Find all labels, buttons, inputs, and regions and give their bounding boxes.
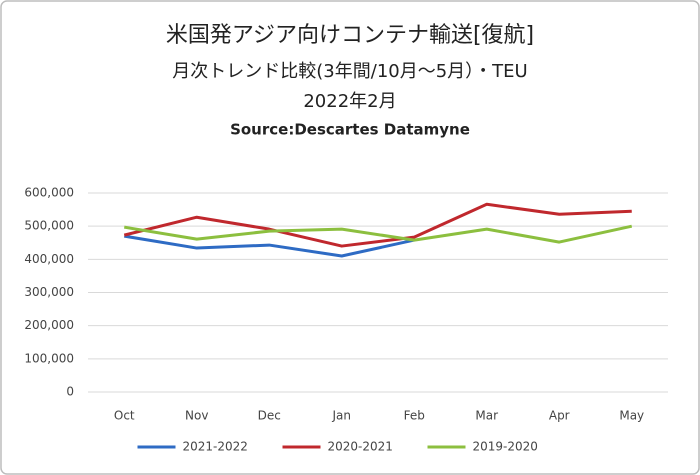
y-tick-label: 200,000	[24, 318, 74, 332]
legend-label: 2021-2022	[183, 440, 248, 454]
y-tick-label: 100,000	[24, 351, 74, 365]
y-tick-label: 0	[66, 385, 74, 399]
y-tick-label: 400,000	[24, 252, 74, 266]
series-line	[124, 224, 633, 244]
chart-source: Source:Descartes Datamyne	[230, 121, 470, 139]
x-tick-label: Jan	[332, 409, 352, 423]
x-tick-label: Feb	[404, 409, 425, 423]
chart-date: 2022年2月	[303, 91, 396, 112]
series-line	[123, 202, 632, 248]
y-tick-label: 300,000	[24, 285, 74, 299]
chart-title: 米国発アジア向けコンテナ輸送[復航]	[166, 23, 534, 48]
x-tick-label: May	[619, 409, 644, 423]
x-tick-label: Dec	[258, 409, 281, 423]
x-tick-label: Nov	[185, 409, 208, 423]
x-tick-label: Apr	[549, 409, 570, 423]
x-tick-label: Mar	[475, 409, 498, 423]
legend-label: 2019-2020	[473, 440, 538, 454]
series-line	[124, 234, 415, 258]
legend-label: 2020-2021	[328, 440, 393, 454]
y-tick-label: 500,000	[24, 219, 74, 233]
chart-subtitle: 月次トレンド比較(3年間/10月～5月）・TEU	[172, 61, 527, 82]
y-tick-label: 600,000	[24, 186, 74, 200]
x-tick-label: Oct	[114, 409, 135, 423]
